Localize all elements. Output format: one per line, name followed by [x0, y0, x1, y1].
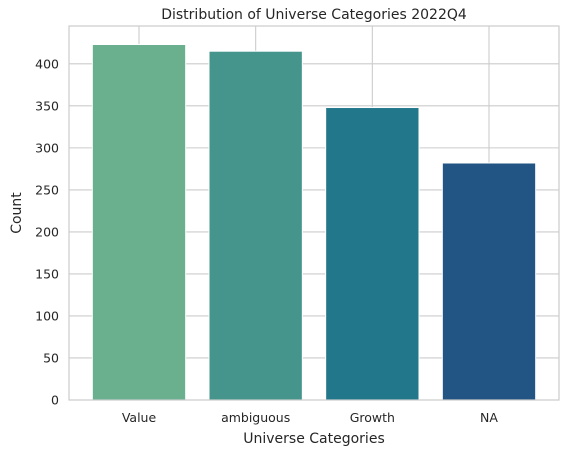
y-tick-label: 150: [35, 266, 59, 281]
bar-value: [91, 43, 187, 401]
x-tick-label: ambiguous: [221, 410, 290, 425]
x-tick-labels: Value ambiguous Growth NA: [122, 410, 499, 425]
y-axis-label: Count: [9, 192, 25, 234]
y-tick-label: 0: [51, 393, 59, 408]
y-tick-label: 300: [35, 140, 59, 155]
y-tick-label: 100: [35, 308, 59, 323]
bars: [91, 43, 537, 401]
y-tick-label: 250: [35, 182, 59, 197]
y-tick-label: 50: [43, 350, 59, 365]
x-tick-label: Value: [122, 410, 157, 425]
plot-frame: [68, 25, 560, 401]
bar-na: [441, 162, 537, 401]
x-axis-label: Universe Categories: [243, 431, 384, 447]
y-tick-label: 350: [35, 98, 59, 113]
chart-title: Distribution of Universe Categories 2022…: [161, 7, 467, 23]
x-tick-label: NA: [480, 410, 498, 425]
bar-ambiguous: [208, 50, 303, 401]
y-tick-label: 400: [35, 56, 59, 71]
x-tick-label: Growth: [350, 410, 395, 425]
y-tick-label: 200: [35, 224, 59, 239]
y-tick-labels: 0 50 100 150 200 250 300 350 400: [35, 56, 59, 407]
bar-growth: [325, 107, 420, 401]
